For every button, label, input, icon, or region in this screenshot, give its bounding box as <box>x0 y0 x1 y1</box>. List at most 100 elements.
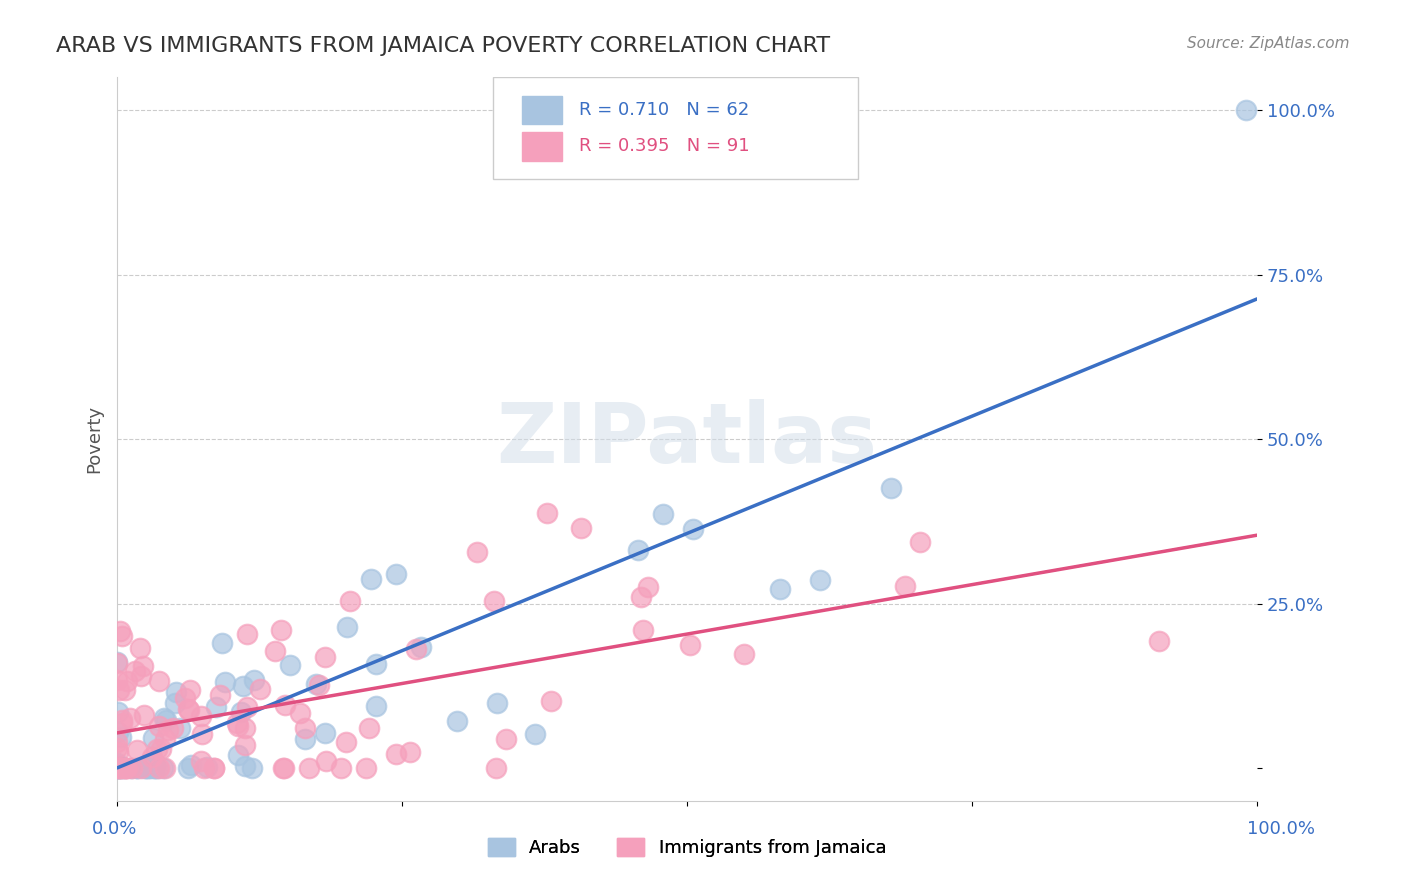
Arabs <box>652 508 675 522</box>
Arabs <box>880 481 903 495</box>
Text: R = 0.710   N = 62: R = 0.710 N = 62 <box>579 101 749 119</box>
Arabs <box>105 761 128 775</box>
Immigrants from Jamaica <box>190 754 212 768</box>
Immigrants from Jamaica <box>270 624 292 638</box>
Immigrants from Jamaica <box>115 761 138 775</box>
Arabs <box>366 657 388 672</box>
Arabs <box>165 685 187 699</box>
Arabs <box>105 756 128 770</box>
Arabs <box>152 761 174 775</box>
Immigrants from Jamaica <box>132 658 155 673</box>
Immigrants from Jamaica <box>233 721 256 735</box>
Immigrants from Jamaica <box>145 742 167 756</box>
Immigrants from Jamaica <box>174 691 197 706</box>
Immigrants from Jamaica <box>271 761 294 775</box>
Immigrants from Jamaica <box>129 641 152 656</box>
Immigrants from Jamaica <box>124 665 146 679</box>
Arabs <box>314 726 336 740</box>
Arabs <box>114 761 136 775</box>
Text: ZIPatlas: ZIPatlas <box>496 399 877 480</box>
Arabs <box>169 721 191 735</box>
Immigrants from Jamaica <box>111 629 134 643</box>
Arabs <box>233 759 256 773</box>
Immigrants from Jamaica <box>125 742 148 756</box>
Arabs <box>146 761 169 775</box>
Immigrants from Jamaica <box>107 745 129 759</box>
FancyBboxPatch shape <box>494 78 858 178</box>
Text: R = 0.395   N = 91: R = 0.395 N = 91 <box>579 137 749 155</box>
Arabs <box>108 761 131 775</box>
Immigrants from Jamaica <box>273 761 295 775</box>
Immigrants from Jamaica <box>129 669 152 683</box>
Arabs <box>110 730 132 744</box>
Immigrants from Jamaica <box>495 731 517 746</box>
Arabs <box>211 635 233 649</box>
Immigrants from Jamaica <box>202 761 225 775</box>
Arabs <box>107 725 129 739</box>
Immigrants from Jamaica <box>298 761 321 775</box>
Immigrants from Jamaica <box>288 706 311 720</box>
Immigrants from Jamaica <box>118 711 141 725</box>
Immigrants from Jamaica <box>115 673 138 688</box>
Immigrants from Jamaica <box>111 715 134 730</box>
Immigrants from Jamaica <box>540 694 562 708</box>
Immigrants from Jamaica <box>179 683 201 698</box>
Arabs <box>808 574 831 588</box>
Legend: Arabs, Immigrants from Jamaica: Arabs, Immigrants from Jamaica <box>481 830 894 864</box>
Arabs <box>523 727 546 741</box>
Immigrants from Jamaica <box>148 761 170 775</box>
Immigrants from Jamaica <box>314 650 336 665</box>
Arabs <box>366 699 388 714</box>
Arabs <box>204 700 226 714</box>
Immigrants from Jamaica <box>129 761 152 775</box>
Immigrants from Jamaica <box>235 699 257 714</box>
Arabs <box>143 756 166 770</box>
Immigrants from Jamaica <box>107 656 129 670</box>
Arabs <box>485 696 508 710</box>
FancyBboxPatch shape <box>522 95 562 125</box>
Arabs <box>127 761 149 775</box>
Arabs <box>180 757 202 772</box>
Immigrants from Jamaica <box>156 723 179 737</box>
Text: ARAB VS IMMIGRANTS FROM JAMAICA POVERTY CORRELATION CHART: ARAB VS IMMIGRANTS FROM JAMAICA POVERTY … <box>56 36 831 55</box>
Arabs <box>305 676 328 690</box>
Arabs <box>177 761 200 775</box>
Arabs <box>242 673 264 687</box>
Immigrants from Jamaica <box>398 745 420 759</box>
Immigrants from Jamaica <box>274 698 297 712</box>
Immigrants from Jamaica <box>209 688 232 702</box>
Arabs <box>226 747 249 762</box>
Immigrants from Jamaica <box>536 506 558 520</box>
Immigrants from Jamaica <box>148 673 170 688</box>
Arabs <box>125 761 148 775</box>
Arabs <box>240 761 263 775</box>
Immigrants from Jamaica <box>114 683 136 698</box>
Immigrants from Jamaica <box>894 579 917 593</box>
Arabs <box>135 761 157 775</box>
Immigrants from Jamaica <box>141 749 163 764</box>
Arabs <box>385 566 408 581</box>
Immigrants from Jamaica <box>294 721 316 735</box>
Immigrants from Jamaica <box>225 716 247 731</box>
Immigrants from Jamaica <box>733 647 755 661</box>
Immigrants from Jamaica <box>162 721 184 735</box>
Immigrants from Jamaica <box>1147 634 1170 648</box>
Arabs <box>446 714 468 728</box>
Immigrants from Jamaica <box>105 740 128 755</box>
Arabs <box>107 757 129 772</box>
Immigrants from Jamaica <box>153 761 176 775</box>
Immigrants from Jamaica <box>637 581 659 595</box>
Text: 0.0%: 0.0% <box>91 820 136 838</box>
Immigrants from Jamaica <box>630 590 652 604</box>
Immigrants from Jamaica <box>908 535 931 549</box>
Arabs <box>105 655 128 669</box>
Arabs <box>136 761 159 775</box>
Arabs <box>111 761 134 775</box>
Immigrants from Jamaica <box>177 703 200 717</box>
Arabs <box>214 674 236 689</box>
Immigrants from Jamaica <box>233 738 256 752</box>
Arabs <box>229 705 252 719</box>
Arabs <box>155 713 177 727</box>
Arabs <box>278 658 301 673</box>
Arabs <box>107 705 129 719</box>
